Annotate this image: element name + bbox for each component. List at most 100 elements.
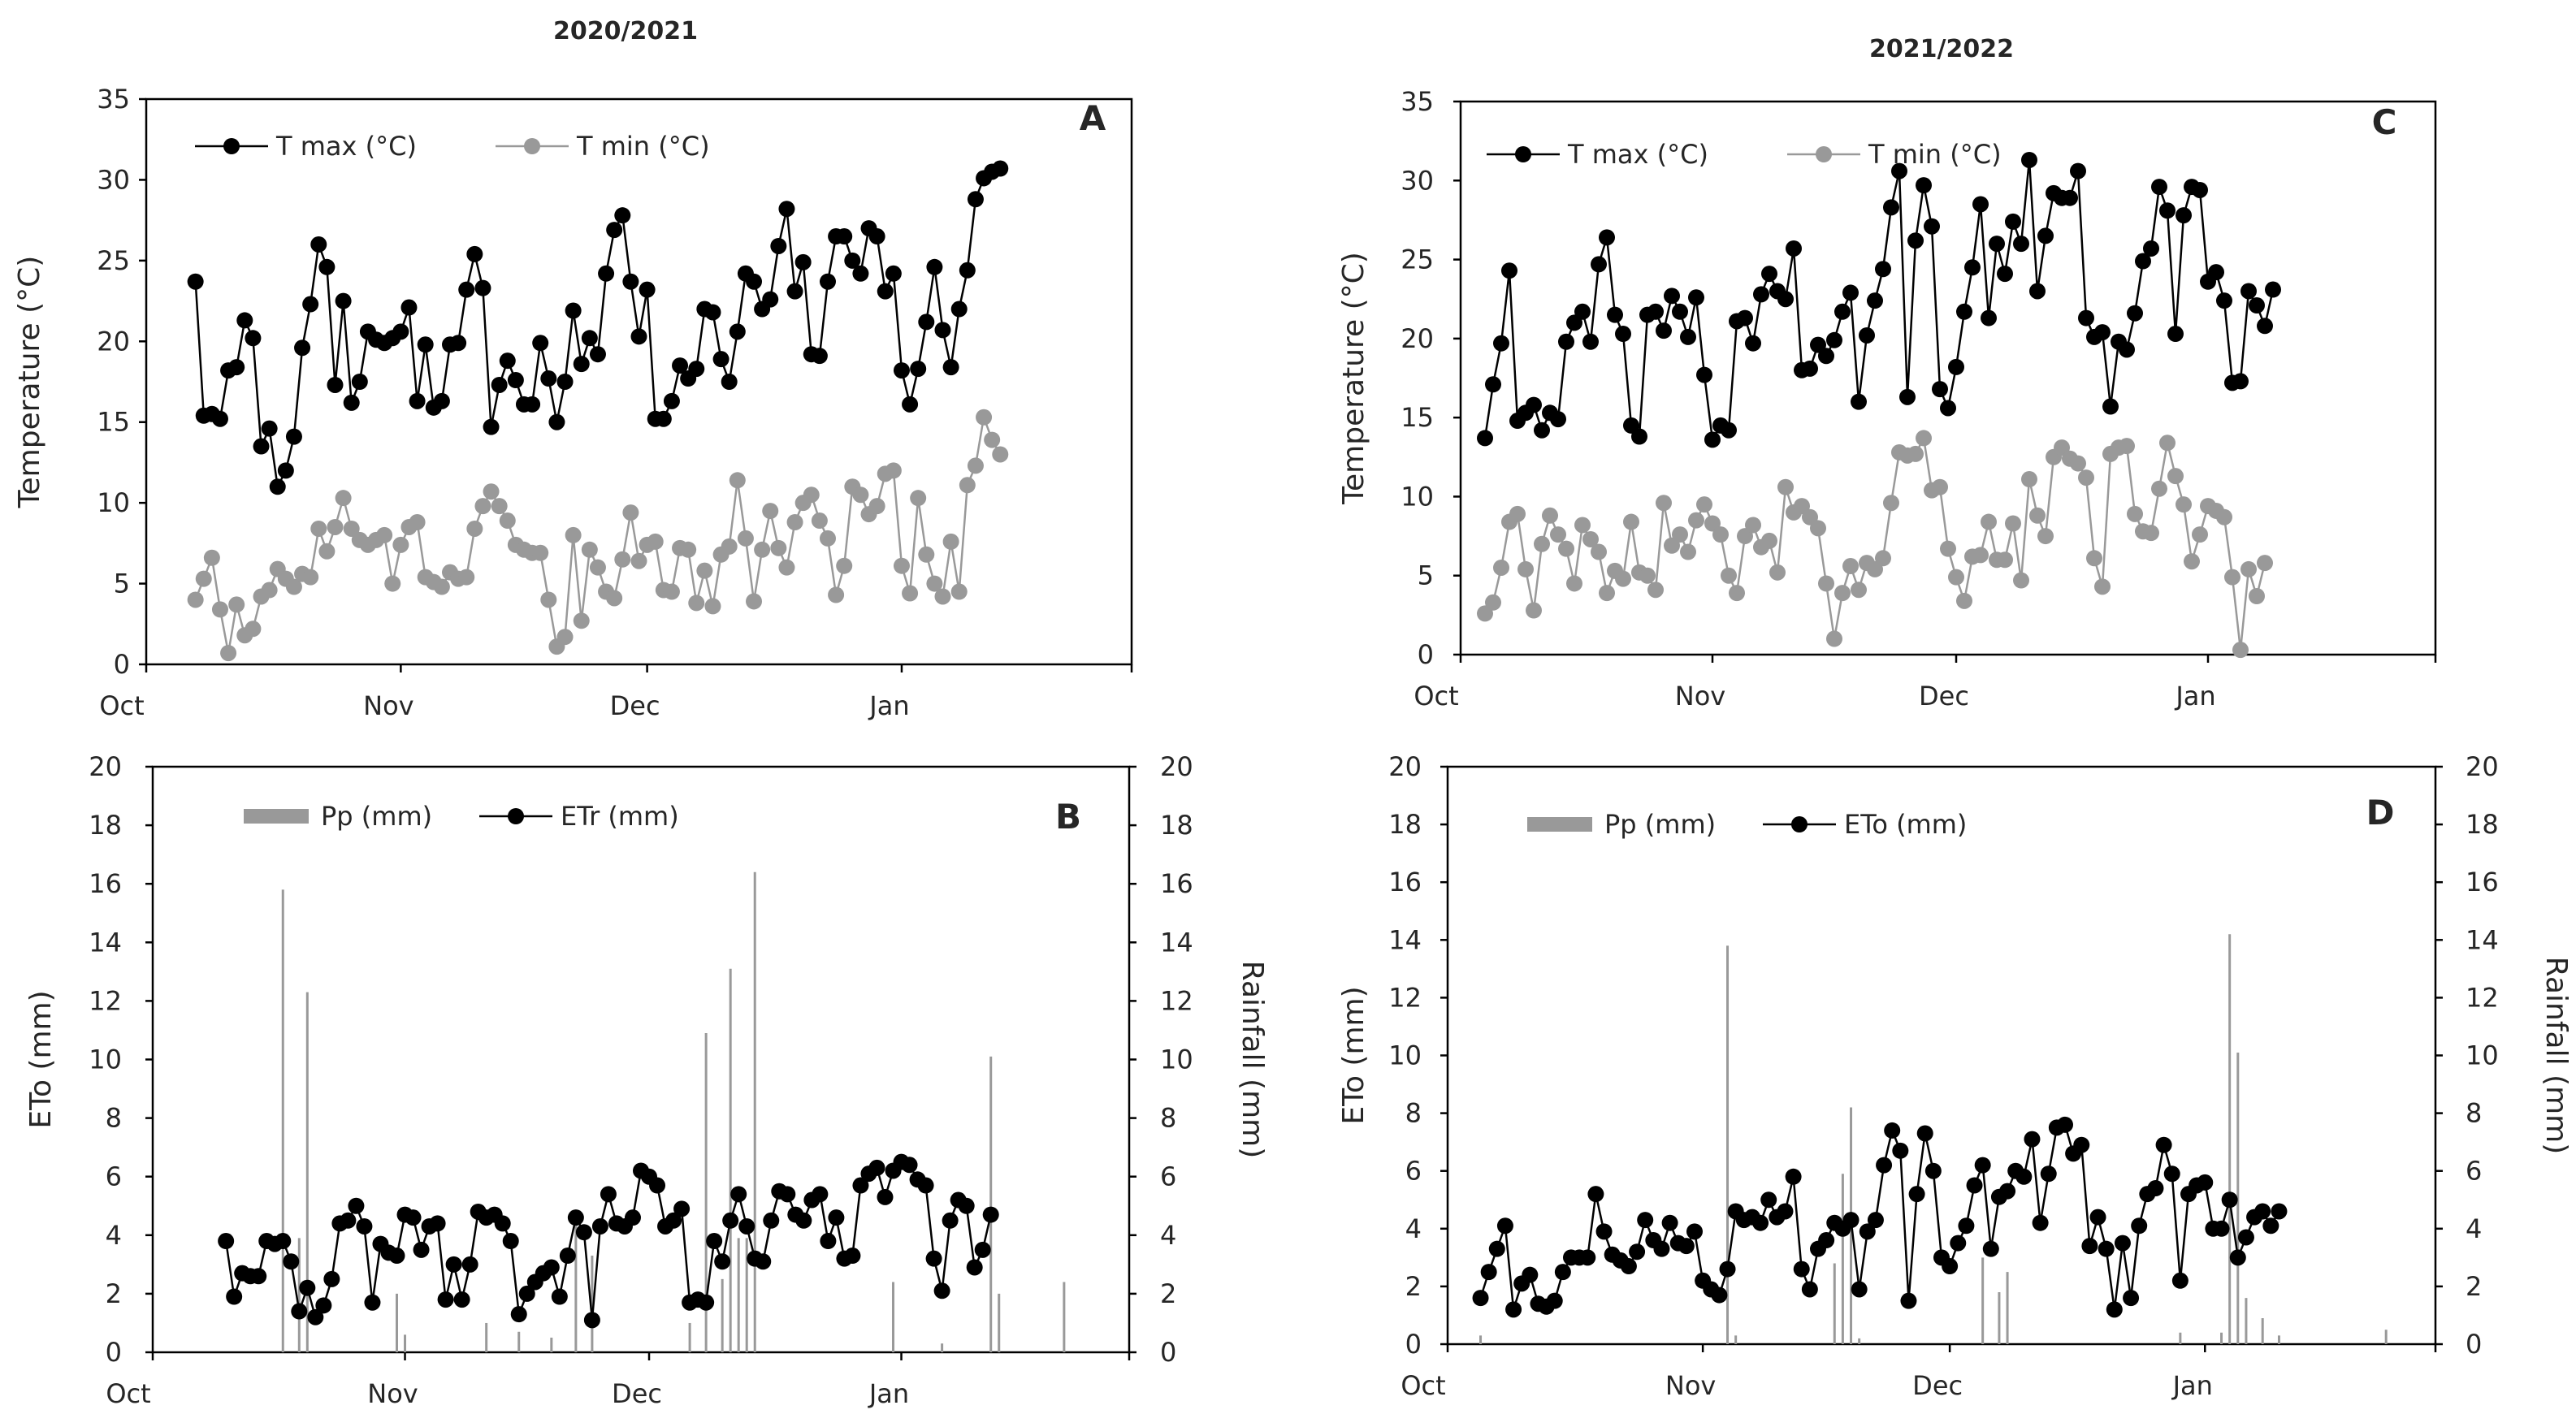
data-point-tmax xyxy=(392,323,409,340)
y-axis-title: ETo (mm) xyxy=(24,990,58,1128)
data-point-tmax xyxy=(1972,196,1989,213)
data-point-tmin xyxy=(1940,540,1956,557)
x-tick-label: Dec xyxy=(1919,681,1969,711)
data-point-et xyxy=(413,1241,430,1258)
x-tick-label: Nov xyxy=(367,1378,418,1409)
data-point-tmax xyxy=(1842,284,1859,301)
data-point-et xyxy=(364,1294,381,1311)
data-point-tmin xyxy=(318,543,336,560)
data-point-et xyxy=(1892,1142,1909,1159)
y2-tick-label: 8 xyxy=(2466,1098,2482,1129)
data-point-et xyxy=(1859,1223,1876,1240)
y-tick-label: 6 xyxy=(1405,1156,1422,1187)
data-point-et xyxy=(917,1177,934,1194)
data-point-tmax xyxy=(910,361,927,378)
data-point-et xyxy=(966,1259,983,1276)
data-point-tmin xyxy=(565,526,582,543)
data-point-et xyxy=(2271,1203,2288,1220)
data-point-et xyxy=(2221,1191,2238,1209)
data-point-tmax xyxy=(1826,331,1842,348)
data-point-tmax xyxy=(639,281,656,298)
data-point-tmax xyxy=(2070,162,2086,179)
x-tick-label: Nov xyxy=(363,690,413,721)
data-point-tmin xyxy=(1826,630,1842,647)
data-point-tmax xyxy=(893,362,910,379)
data-point-tmax xyxy=(1753,286,1769,303)
legend-label-pp: Pp (mm) xyxy=(1604,809,1716,840)
y2-tick-label: 2 xyxy=(1160,1278,1176,1309)
data-point-tmax xyxy=(466,245,483,262)
data-point-tmax xyxy=(2176,207,2192,224)
data-point-tmin xyxy=(1712,526,1729,543)
data-point-tmax xyxy=(1477,430,1493,447)
data-point-tmin xyxy=(1761,532,1777,549)
data-point-tmin xyxy=(984,431,1001,448)
data-point-tmax xyxy=(2159,202,2176,219)
data-point-tmin xyxy=(770,539,787,556)
data-point-et xyxy=(828,1209,845,1226)
data-point-tmin xyxy=(2192,526,2208,543)
data-point-tmax xyxy=(746,273,763,290)
data-point-et xyxy=(755,1253,772,1270)
legend-label-et: ETr (mm) xyxy=(561,801,679,832)
y2-tick-label: 18 xyxy=(2466,809,2499,840)
data-point-tmax xyxy=(1631,428,1647,445)
y2-tick-label: 0 xyxy=(2466,1329,2482,1360)
x-tick-label: Oct xyxy=(1414,681,1458,711)
data-point-tmin xyxy=(1574,517,1591,534)
chart-panel-c: 0 5 10 15 20 25 30 35 Oct Nov Dec Jan Temperature (°… xyxy=(1337,86,2437,711)
data-point-et xyxy=(453,1291,470,1308)
data-point-tmax xyxy=(877,283,894,300)
legend-swatch-pp xyxy=(244,809,309,824)
data-point-tmin xyxy=(458,569,475,586)
data-point-tmin xyxy=(376,526,393,543)
data-point-tmax xyxy=(663,392,680,409)
data-point-tmin xyxy=(754,541,771,558)
data-point-et xyxy=(299,1279,316,1296)
data-point-et xyxy=(543,1259,560,1276)
y-tick-label: 35 xyxy=(1401,86,1434,117)
data-point-tmax xyxy=(918,314,935,331)
data-point-et xyxy=(1488,1240,1505,1257)
data-point-tmin xyxy=(1672,526,1688,543)
y-tick-label: 18 xyxy=(89,810,122,841)
data-point-tmax xyxy=(614,207,631,224)
data-point-tmin xyxy=(327,518,344,535)
data-point-tmax xyxy=(1591,256,1607,273)
data-point-et xyxy=(933,1282,950,1299)
panel-label: C xyxy=(2372,102,2397,142)
data-point-tmax xyxy=(433,392,450,409)
data-point-tmax xyxy=(310,236,327,253)
data-point-tmin xyxy=(910,490,927,507)
data-point-et xyxy=(1908,1186,1925,1203)
y2-tick-label: 16 xyxy=(2466,867,2499,897)
data-point-tmin xyxy=(696,562,713,579)
data-point-tmin xyxy=(409,514,426,531)
y-tick-label: 10 xyxy=(1388,1040,1422,1071)
data-point-et xyxy=(1777,1203,1794,1220)
data-point-et xyxy=(820,1233,837,1250)
data-point-tmin xyxy=(1566,575,1582,592)
data-point-tmin xyxy=(2086,550,2102,567)
data-point-tmin xyxy=(261,582,278,599)
legend-marker-et xyxy=(508,808,524,824)
data-point-tmax xyxy=(1786,240,1802,257)
data-point-et xyxy=(591,1217,608,1235)
data-point-tmin xyxy=(606,590,623,607)
data-point-tmin xyxy=(1851,582,1867,599)
data-point-tmax xyxy=(1493,335,1509,352)
data-point-et xyxy=(510,1306,527,1323)
x-tick-label: Oct xyxy=(106,1378,150,1409)
legend-marker-et xyxy=(1791,816,1808,832)
data-point-tmin xyxy=(967,457,984,474)
data-point-et xyxy=(1629,1243,1646,1261)
data-point-et xyxy=(1505,1301,1522,1318)
data-point-tmin xyxy=(828,586,845,603)
data-point-tmin xyxy=(302,569,319,586)
data-point-tmax xyxy=(1696,366,1712,383)
x-tick-label: Jan xyxy=(2171,1370,2213,1401)
data-point-tmin xyxy=(228,596,245,613)
y-tick-label: 20 xyxy=(1388,751,1422,782)
data-point-tmin xyxy=(2094,578,2111,595)
